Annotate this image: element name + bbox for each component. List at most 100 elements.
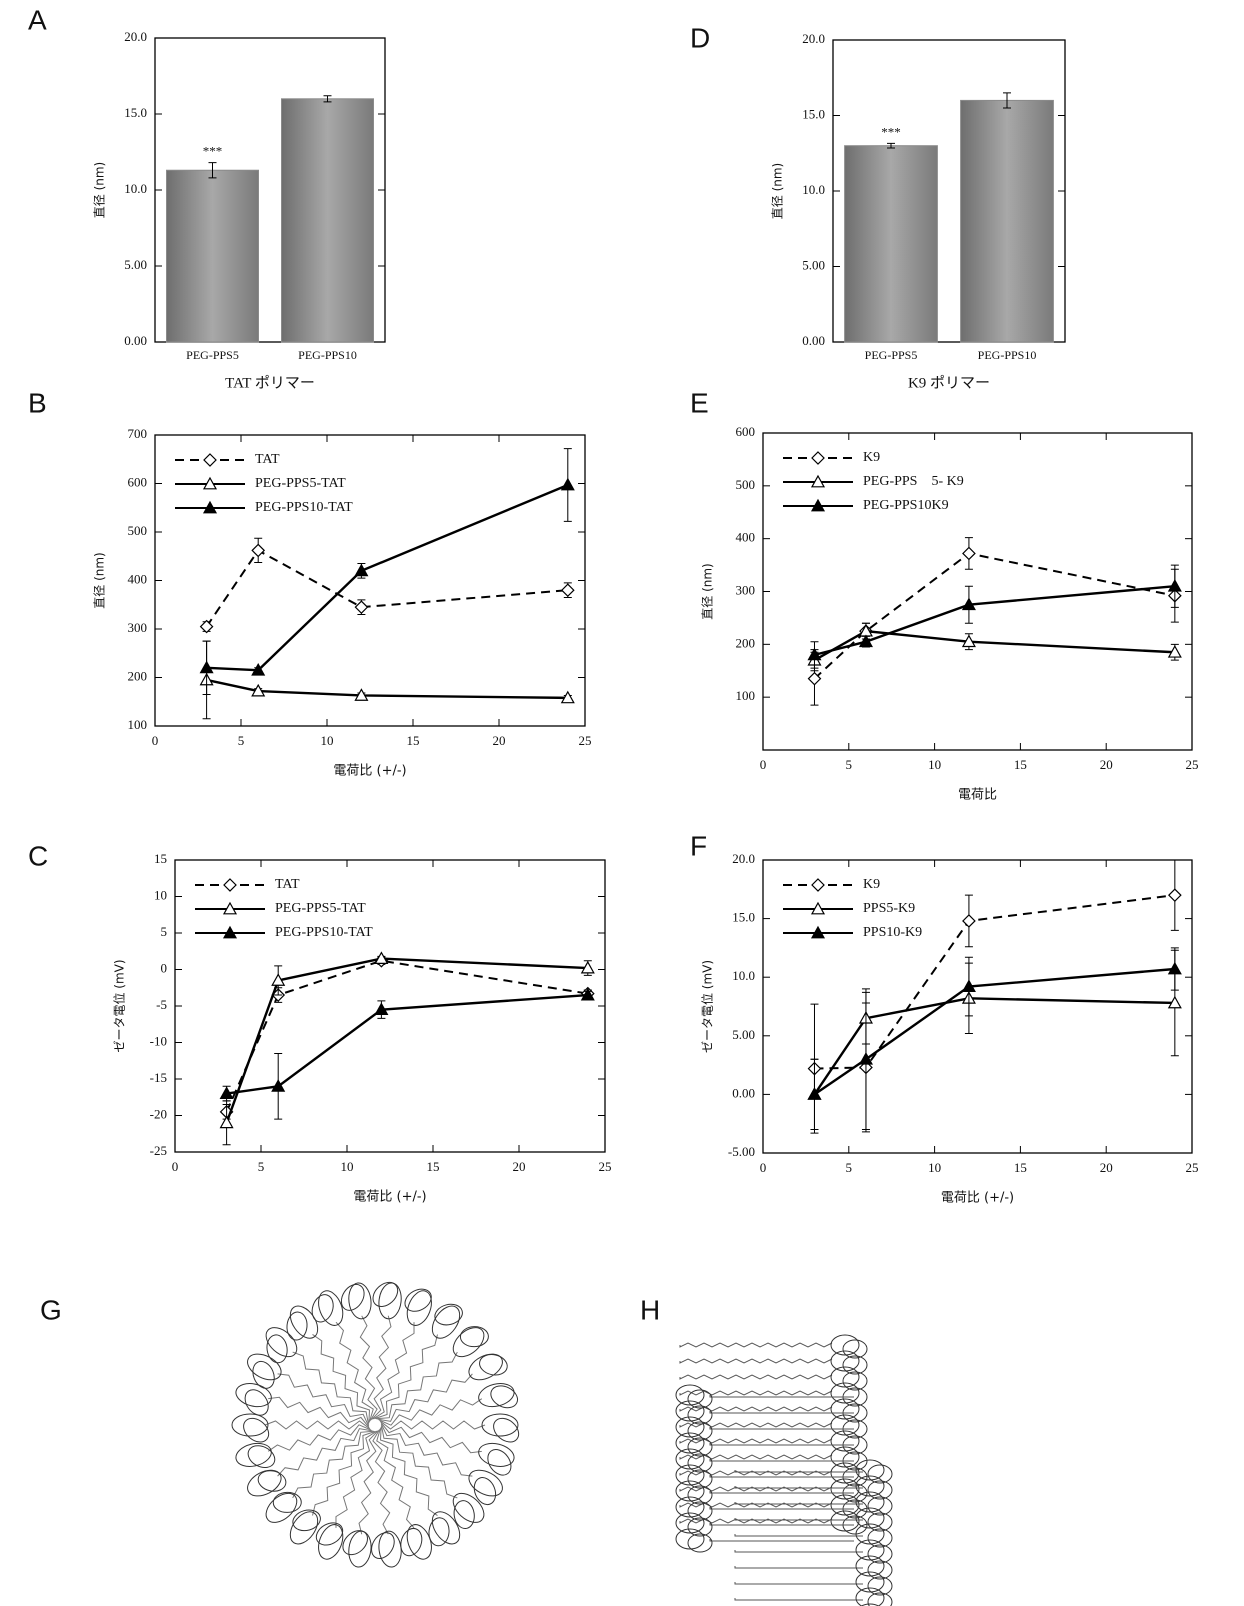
x-tick-label: 20 bbox=[1100, 757, 1113, 772]
lipid-head bbox=[489, 1413, 523, 1446]
x-tick-label: 10 bbox=[928, 757, 941, 772]
y-axis-label: 直径 (nm) bbox=[701, 563, 715, 619]
lipid-tail bbox=[680, 1359, 832, 1363]
y-tick-label: 5 bbox=[161, 924, 168, 939]
x-tick-label: 15 bbox=[427, 1159, 440, 1174]
marker bbox=[252, 544, 264, 556]
y-tick-label: 300 bbox=[128, 620, 148, 635]
x-tick-label: 0 bbox=[172, 1159, 179, 1174]
lipid-head bbox=[868, 1481, 892, 1499]
y-tick-label: 0 bbox=[161, 960, 168, 975]
x-tick-label: 15 bbox=[407, 733, 420, 748]
lipid-head bbox=[831, 1335, 859, 1355]
y-tick-label: -10 bbox=[150, 1033, 167, 1048]
lipid-tail bbox=[710, 1459, 854, 1461]
bar bbox=[167, 170, 259, 342]
x-axis-label: 電荷比 (+/-) bbox=[353, 1190, 426, 1205]
y-tick-label: 200 bbox=[736, 635, 756, 650]
x-tick-label: 5 bbox=[846, 1160, 853, 1175]
legend-label: PEG-PPS10-TAT bbox=[275, 925, 373, 940]
lipid-tail bbox=[373, 1429, 390, 1534]
legend-label: PPS5-K9 bbox=[863, 901, 915, 916]
x-tick-label: 25 bbox=[599, 1159, 612, 1174]
lipid-head bbox=[452, 1499, 476, 1530]
plot-frame bbox=[175, 860, 605, 1152]
x-tick-label: 25 bbox=[579, 733, 592, 748]
y-tick-label: 0.00 bbox=[802, 333, 825, 348]
lipid-tail bbox=[710, 1539, 854, 1541]
x-tick-label: 0 bbox=[760, 1160, 767, 1175]
lipid-head bbox=[470, 1474, 499, 1507]
lipid-tail bbox=[377, 1428, 414, 1528]
x-axis-label: 電荷比 (+/-) bbox=[941, 1191, 1014, 1206]
legend-marker bbox=[204, 454, 216, 466]
lipid-head bbox=[476, 1380, 516, 1410]
lipid-head bbox=[460, 1326, 489, 1347]
x-tick-label: 0 bbox=[760, 757, 767, 772]
y-tick-label: 5.00 bbox=[732, 1027, 755, 1042]
y-tick-label: -5 bbox=[156, 997, 167, 1012]
annotation: *** bbox=[881, 124, 901, 139]
y-tick-label: 100 bbox=[736, 688, 756, 703]
lipid-head bbox=[232, 1414, 268, 1436]
y-tick-label: 200 bbox=[128, 668, 148, 683]
lipid-head bbox=[338, 1526, 372, 1560]
x-tick-label: 5 bbox=[238, 733, 245, 748]
lipid-head bbox=[868, 1545, 892, 1563]
lipid-tail bbox=[336, 1322, 373, 1422]
x-tick-label: 15 bbox=[1014, 1160, 1027, 1175]
marker bbox=[221, 1117, 233, 1128]
x-tick-label: 25 bbox=[1186, 1160, 1199, 1175]
bar bbox=[961, 100, 1054, 342]
x-tick-label: 20 bbox=[1100, 1160, 1113, 1175]
y-axis-label: 直径 (nm) bbox=[771, 163, 785, 219]
legend-label: TAT bbox=[255, 452, 280, 467]
x-tick-label: 20 bbox=[493, 733, 506, 748]
x-tick-label: 10 bbox=[321, 733, 334, 748]
panel-label: E bbox=[690, 387, 709, 418]
lipid-tail bbox=[735, 1534, 863, 1536]
y-tick-label: 5.00 bbox=[802, 257, 825, 272]
lipid-head bbox=[286, 1311, 309, 1341]
lipid-head bbox=[314, 1287, 347, 1328]
marker bbox=[562, 584, 574, 596]
lipid-head bbox=[868, 1497, 892, 1515]
marker bbox=[963, 547, 975, 559]
legend-marker bbox=[224, 879, 236, 891]
y-axis-label: 直径 (nm) bbox=[93, 552, 107, 608]
y-axis-label: ゼータ電位 (mV) bbox=[700, 960, 715, 1053]
lipid-head bbox=[868, 1561, 892, 1579]
y-tick-label: 10 bbox=[154, 887, 167, 902]
marker bbox=[963, 915, 975, 927]
y-tick-label: 15.0 bbox=[732, 910, 755, 925]
series-line bbox=[814, 969, 1174, 1094]
bar bbox=[845, 146, 938, 342]
lipid-tail bbox=[710, 1523, 854, 1525]
lipid-tail bbox=[735, 1566, 863, 1568]
y-tick-label: 15.0 bbox=[124, 105, 147, 120]
x-tick-label: 0 bbox=[152, 733, 159, 748]
lipid-tail bbox=[376, 1352, 457, 1419]
lipid-tail bbox=[710, 1507, 854, 1509]
y-tick-label: 15.0 bbox=[802, 106, 825, 121]
x-tick-label: PEG-PPS5 bbox=[865, 348, 918, 362]
y-tick-label: 0.00 bbox=[124, 333, 147, 348]
series-line bbox=[227, 995, 588, 1094]
panel-label: B bbox=[28, 387, 47, 418]
lipid-tail bbox=[293, 1352, 369, 1425]
lipid-head bbox=[403, 1521, 436, 1562]
y-tick-label: 100 bbox=[128, 717, 148, 732]
lipid-head bbox=[309, 1292, 337, 1325]
lipid-tail bbox=[268, 1425, 371, 1451]
series-line bbox=[207, 550, 568, 626]
x-tick-label: 10 bbox=[928, 1160, 941, 1175]
marker bbox=[562, 479, 574, 490]
lipid-tail bbox=[380, 1421, 485, 1429]
plot-frame bbox=[763, 860, 1192, 1153]
lipid-head bbox=[265, 1333, 289, 1364]
legend-label: PPS10-K9 bbox=[863, 925, 922, 940]
lipid-head bbox=[856, 1460, 884, 1480]
x-axis-label: 電荷比 bbox=[958, 788, 997, 803]
x-tick-label: 15 bbox=[1014, 757, 1027, 772]
